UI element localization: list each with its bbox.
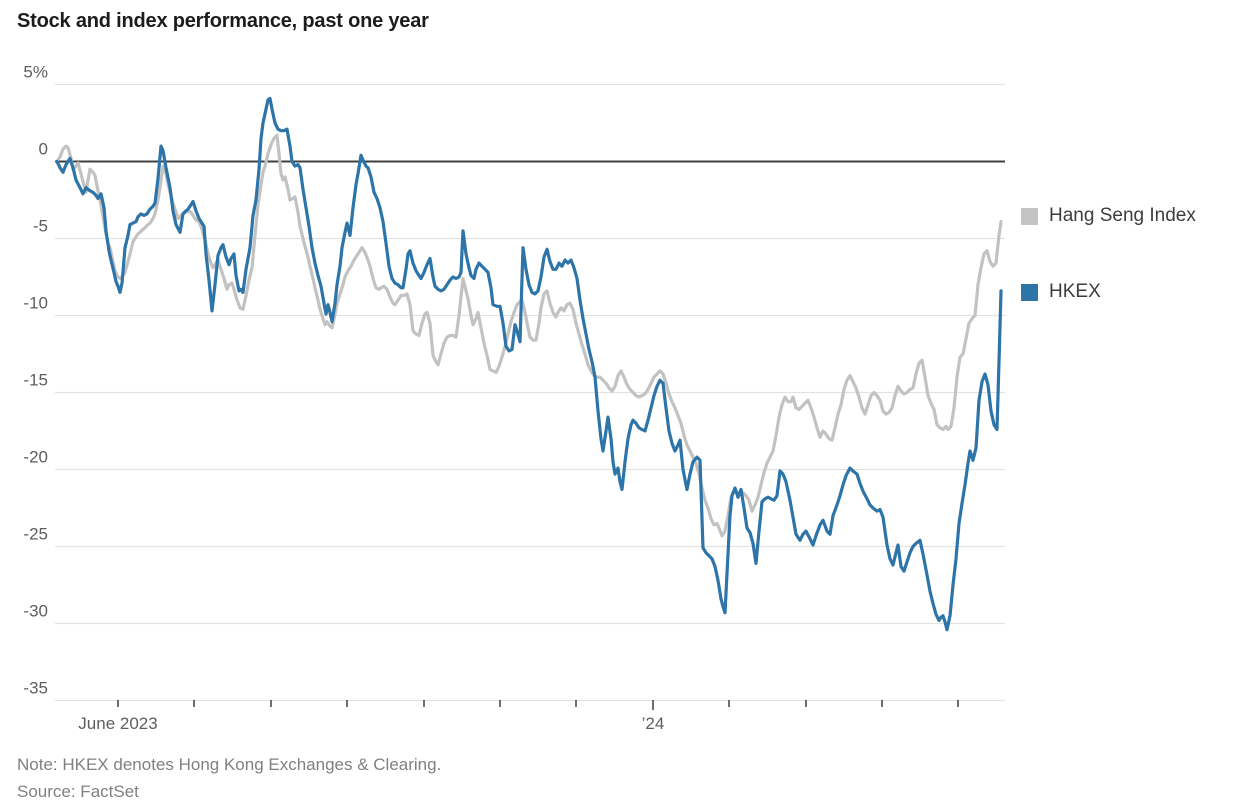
source-text: Source: FactSet [17, 782, 139, 801]
svg-text:-20: -20 [23, 448, 48, 467]
legend-label-hkex: HKEX [1049, 281, 1101, 302]
hkex-swatch-icon [1021, 283, 1038, 301]
legend-item-hang-seng: Hang Seng Index [1021, 205, 1196, 227]
legend: Hang Seng Index HKEX [1021, 205, 1196, 357]
legend-item-hkex: HKEX [1021, 281, 1196, 303]
svg-text:-25: -25 [23, 525, 48, 544]
note-text: Note: HKEX denotes Hong Kong Exchanges &… [17, 755, 442, 774]
hang-seng-swatch-icon [1021, 207, 1038, 225]
svg-text:0: 0 [39, 140, 48, 159]
svg-text:’24: ’24 [642, 714, 665, 733]
svg-text:-30: -30 [23, 602, 48, 621]
svg-text:5%: 5% [23, 63, 48, 82]
svg-text:-10: -10 [23, 294, 48, 313]
legend-label-hang-seng: Hang Seng Index [1049, 205, 1196, 226]
svg-text:-35: -35 [23, 679, 48, 698]
svg-text:June 2023: June 2023 [78, 714, 157, 733]
chart-title: Stock and index performance, past one ye… [17, 10, 429, 32]
svg-text:-5: -5 [33, 217, 48, 236]
svg-text:-15: -15 [23, 371, 48, 390]
chart-footer: Note: HKEX denotes Hong Kong Exchanges &… [17, 751, 441, 805]
